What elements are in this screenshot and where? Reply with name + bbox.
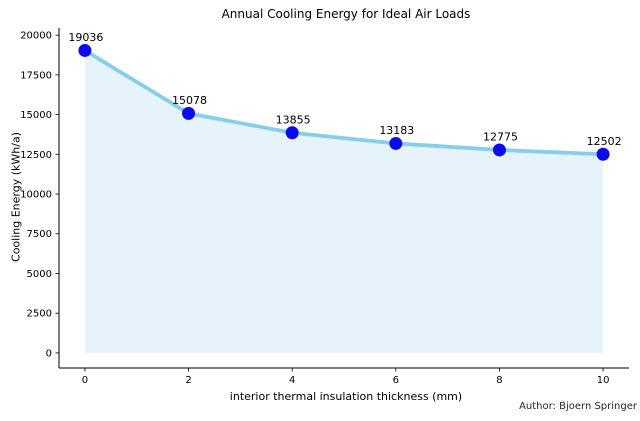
line-series: [83, 48, 605, 157]
y-tick-label: 7500: [27, 229, 52, 240]
data-point-label: 13855: [276, 113, 311, 126]
data-point-marker: [78, 43, 92, 57]
y-tick-label: 12500: [20, 150, 52, 161]
x-tick-label: 2: [185, 375, 191, 386]
data-point-label: 13183: [379, 124, 414, 137]
data-point-label: 15078: [172, 94, 207, 107]
data-point-label: 12775: [483, 130, 518, 143]
data-point-marker: [285, 126, 299, 140]
x-axis-label: interior thermal insulation thickness (m…: [229, 390, 463, 403]
area-fill: [84, 50, 604, 353]
data-point-marker: [492, 143, 506, 157]
y-tick-label: 2500: [27, 309, 52, 320]
chart-title: Annual Cooling Energy for Ideal Air Load…: [221, 7, 471, 21]
y-axis-label: Cooling Energy (kWh/a): [9, 132, 23, 262]
x-tick-label: 0: [82, 375, 88, 386]
data-point-marker: [389, 136, 403, 150]
y-tick-label: 5000: [27, 269, 52, 280]
x-tick-label: 10: [597, 375, 610, 386]
x-tick-label: 8: [496, 375, 502, 386]
x-tick-label: 6: [393, 375, 399, 386]
data-point-marker: [596, 147, 610, 161]
y-tick-label: 15000: [20, 110, 52, 121]
data-point-label: 19036: [68, 31, 103, 44]
x-tick-label: 4: [289, 375, 295, 386]
y-tick-label: 0: [46, 348, 52, 359]
y-tick-label: 20000: [20, 31, 52, 42]
author-credit: Author: Bjoern Springer: [519, 401, 637, 412]
data-point-label: 12502: [587, 135, 622, 148]
data-point-marker: [182, 106, 196, 120]
y-tick-label: 17500: [20, 70, 52, 81]
y-tick-label: 10000: [20, 190, 52, 201]
